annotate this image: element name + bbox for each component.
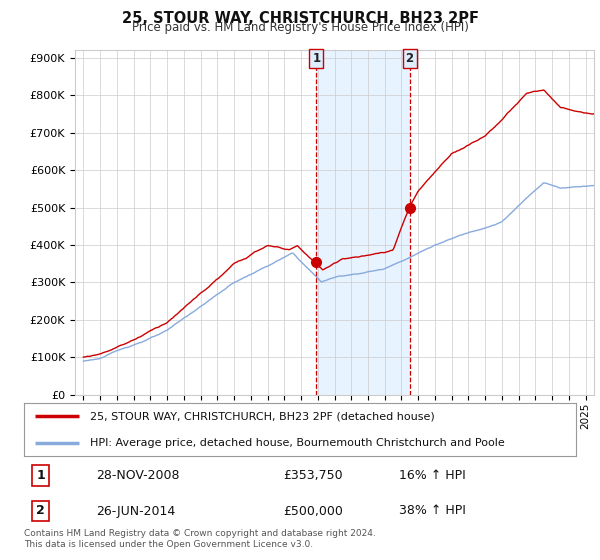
Text: HPI: Average price, detached house, Bournemouth Christchurch and Poole: HPI: Average price, detached house, Bour… xyxy=(90,438,505,448)
Text: 25, STOUR WAY, CHRISTCHURCH, BH23 2PF (detached house): 25, STOUR WAY, CHRISTCHURCH, BH23 2PF (d… xyxy=(90,412,435,422)
Text: 25, STOUR WAY, CHRISTCHURCH, BH23 2PF: 25, STOUR WAY, CHRISTCHURCH, BH23 2PF xyxy=(121,11,479,26)
Text: 2: 2 xyxy=(406,52,414,65)
Text: £500,000: £500,000 xyxy=(283,505,343,517)
Text: 1: 1 xyxy=(36,469,45,482)
Text: 2: 2 xyxy=(36,505,45,517)
Text: 16% ↑ HPI: 16% ↑ HPI xyxy=(400,469,466,482)
Text: 28-NOV-2008: 28-NOV-2008 xyxy=(96,469,179,482)
Bar xyxy=(316,50,410,395)
Text: £353,750: £353,750 xyxy=(283,469,343,482)
Text: 1: 1 xyxy=(312,52,320,65)
Text: 38% ↑ HPI: 38% ↑ HPI xyxy=(400,505,466,517)
Text: Contains HM Land Registry data © Crown copyright and database right 2024.
This d: Contains HM Land Registry data © Crown c… xyxy=(24,529,376,549)
Text: Price paid vs. HM Land Registry's House Price Index (HPI): Price paid vs. HM Land Registry's House … xyxy=(131,21,469,34)
Text: 26-JUN-2014: 26-JUN-2014 xyxy=(96,505,175,517)
